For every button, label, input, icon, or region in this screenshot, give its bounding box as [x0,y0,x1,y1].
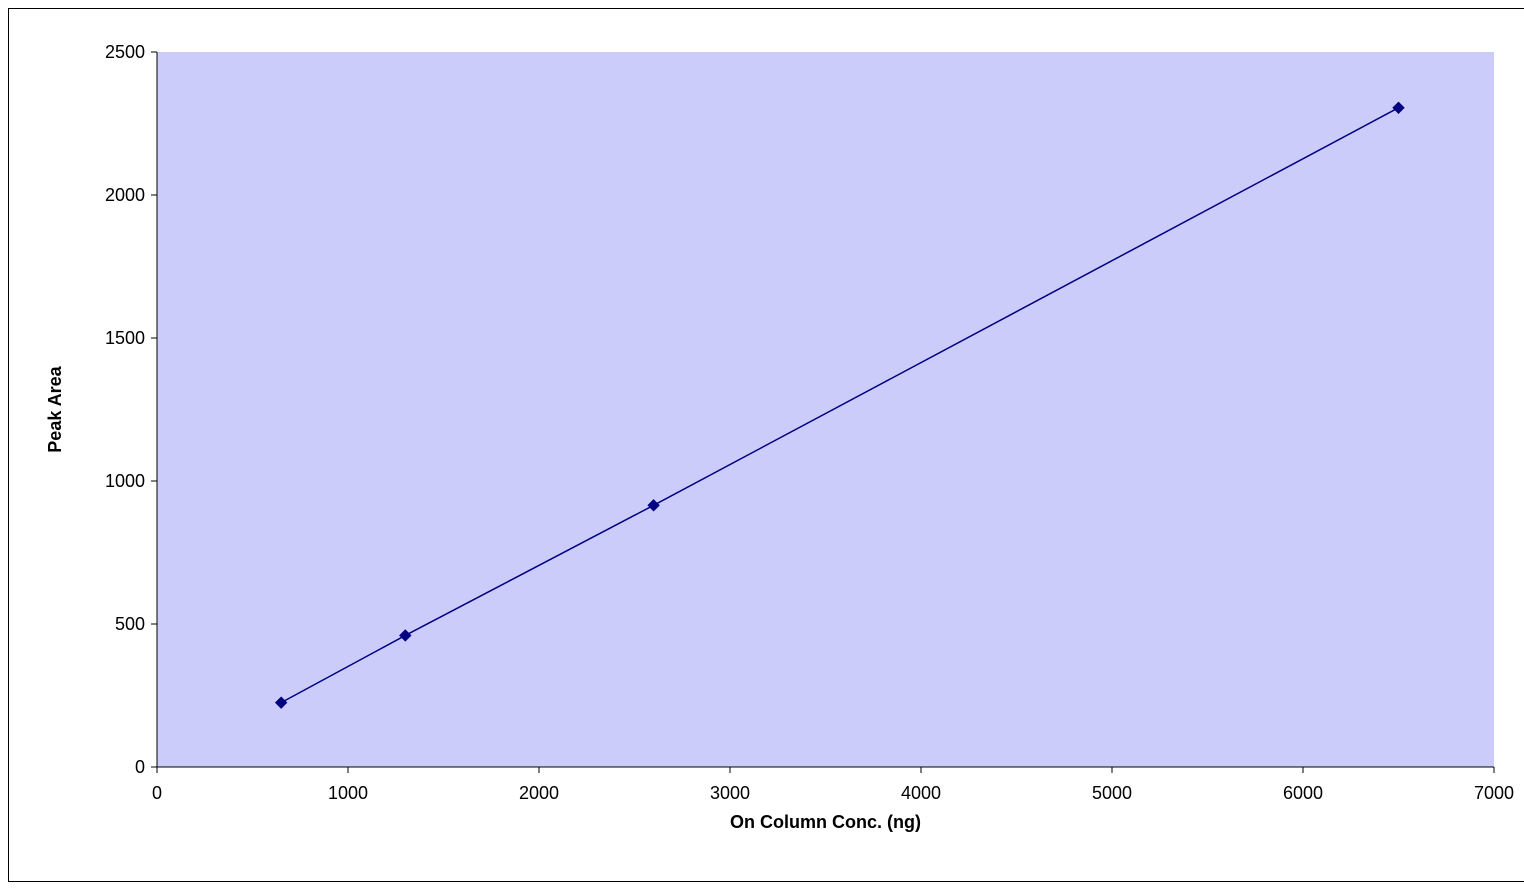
series-layer [274,101,1405,709]
x-tick-label: 7000 [1474,783,1514,803]
tick-marks [151,51,1495,773]
data-point-marker [647,499,660,512]
x-tick-label: 6000 [1283,783,1323,803]
x-axis-title: On Column Conc. (ng) [730,812,921,832]
y-axis-title: Peak Area [45,365,65,452]
series-line [280,107,1399,704]
x-tick-label: 0 [152,783,162,803]
x-tick-label: 2000 [519,783,559,803]
y-tick-label: 1000 [105,471,145,491]
axes [156,52,1494,768]
x-tick-label: 5000 [1092,783,1132,803]
plot-area [157,52,1494,767]
y-tick-label: 2500 [105,42,145,62]
data-point-marker [1392,101,1405,114]
y-tick-label: 1500 [105,328,145,348]
x-tick-label: 3000 [710,783,750,803]
data-point-marker [399,629,412,642]
y-tick-label: 0 [135,757,145,777]
y-tick-label: 2000 [105,185,145,205]
x-tick-label: 4000 [901,783,941,803]
data-point-marker [274,696,288,709]
x-tick-label: 1000 [328,783,368,803]
y-tick-label: 500 [115,614,145,634]
tick-labels: 0 1000 2000 3000 4000 5000 6000 7000 0 500 1000 150… [105,42,1514,803]
